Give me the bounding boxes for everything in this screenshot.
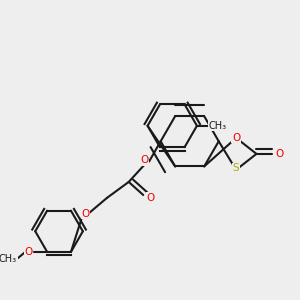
- Text: O: O: [276, 149, 284, 159]
- Text: CH₃: CH₃: [208, 121, 226, 131]
- Text: O: O: [141, 155, 149, 165]
- Text: S: S: [233, 164, 239, 173]
- Text: CH₃: CH₃: [0, 254, 17, 264]
- Text: O: O: [232, 133, 240, 143]
- Text: O: O: [146, 193, 154, 203]
- Text: O: O: [24, 247, 32, 257]
- Text: O: O: [81, 209, 89, 219]
